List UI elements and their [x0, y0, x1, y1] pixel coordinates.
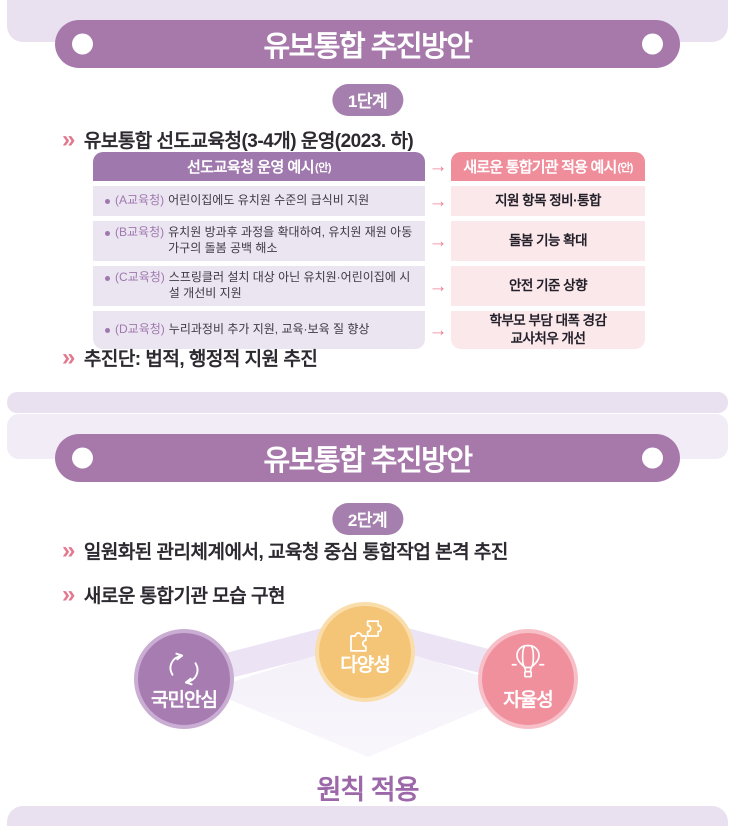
stage-badge-2: 2단계 — [331, 503, 404, 535]
hands-care-icon — [161, 646, 207, 698]
puzzle-icon — [344, 615, 386, 663]
row-result: 돌봄 기능 확대 — [451, 221, 645, 261]
page-title: 유보통합 추진방안 — [263, 445, 474, 477]
principle-label: 원칙 적용 — [316, 775, 420, 805]
right-column-header: 새로운 통합기관 적용 예시 (안) — [451, 152, 645, 181]
bullet-dot-icon — [105, 199, 110, 205]
value-label: 국민안심 — [151, 690, 218, 711]
row-result: 학부모 부담 대폭 경감 교사처우 개선 — [451, 311, 645, 349]
agency-label: (C교육청) — [115, 270, 165, 285]
arrow-right-icon — [429, 321, 448, 340]
bullet-line: 새로운 통합기관 모습 구현 — [62, 581, 286, 608]
lead-bullet-line: 유보통합 선도교육청(3-4개) 운영(2023. 하) — [62, 126, 414, 153]
divider-strip — [7, 392, 728, 413]
bullet-text: 새로운 통합기관 모습 구현 — [83, 586, 286, 607]
bullet-text: 일원화된 관리체계에서, 교육청 중심 통합작업 본격 추진 — [83, 542, 509, 563]
double-chevron-icon — [62, 346, 75, 370]
value-label: 자율성 — [503, 690, 553, 711]
double-chevron-icon — [62, 583, 75, 607]
arrow-right-icon — [429, 277, 448, 296]
agency-label: (B교육청) — [115, 225, 165, 240]
title-banner-stage2: 유보통합 추진방안 — [55, 434, 680, 482]
footer-band — [7, 806, 728, 826]
left-column-header: 선도교육청 운영 예시 (안) — [93, 152, 425, 181]
row-description: 유치원 방과후 과정을 확대하여, 유치원 재원 아동 가구의 돌봄 공백 해소 — [168, 225, 413, 255]
table-row: (C교육청) 스프링클러 설치 대상 아닌 유치원·어린이집에 시설 개선비 지… — [93, 266, 645, 306]
table-row: (B교육청) 유치원 방과후 과정을 확대하여, 유치원 재원 아동 가구의 돌… — [93, 221, 645, 261]
example-mapping-table: 선도교육청 운영 예시(안) 새로운 통합기관 적용 예시(안) (A교육청) … — [93, 152, 645, 349]
title-banner-stage1: 유보통합 추진방안 — [55, 20, 680, 68]
value-circle-trust: 국민안심 — [134, 629, 234, 729]
arrow-right-icon — [429, 157, 448, 176]
value-circle-diversity: 다양성 — [315, 602, 415, 702]
value-label: 다양성 — [340, 655, 390, 676]
double-chevron-icon — [62, 128, 75, 152]
banner-dot-icon — [72, 33, 93, 55]
bullet-line: 일원화된 관리체계에서, 교육청 중심 통합작업 본격 추진 — [62, 537, 509, 564]
banner-dot-icon — [642, 33, 663, 55]
bullet-dot-icon — [105, 276, 110, 282]
right-header-paren: (안) — [617, 161, 634, 174]
left-header-paren: (안) — [315, 161, 331, 174]
row-description: 어린이집에도 유치원 수준의 급식비 지원 — [168, 193, 370, 208]
row-result: 지원 항목 정비·통합 — [451, 186, 645, 216]
page-title: 유보통합 추진방안 — [263, 31, 474, 63]
row-result: 안전 기준 상향 — [451, 266, 645, 306]
table-row: (D교육청) 누리과정비 추가 지원, 교육·보육 질 향상 학부모 부담 대폭… — [93, 311, 645, 349]
hot-air-balloon-icon — [506, 640, 550, 690]
value-circle-autonomy: 자율성 — [478, 629, 578, 729]
table-row: (A교육청) 어린이집에도 유치원 수준의 급식비 지원 지원 항목 정비·통합 — [93, 186, 645, 216]
bullet-dot-icon — [105, 328, 110, 334]
left-header-text: 선도교육청 운영 예시 — [187, 159, 315, 176]
agency-label: (A교육청) — [115, 193, 165, 208]
double-chevron-icon — [62, 539, 75, 563]
banner-dot-icon — [642, 447, 663, 469]
right-header-text: 새로운 통합기관 적용 예시 — [463, 159, 617, 176]
table-header-row: 선도교육청 운영 예시(안) 새로운 통합기관 적용 예시(안) — [93, 152, 645, 181]
row-description: 스프링클러 설치 대상 아닌 유치원·어린이집에 시설 개선비 지원 — [168, 270, 411, 300]
arrow-right-icon — [429, 232, 448, 251]
stage-badge-1: 1단계 — [331, 84, 404, 116]
lead-bullet-text: 유보통합 선도교육청(3-4개) 운영(2023. 하) — [83, 131, 414, 152]
agency-label: (D교육청) — [115, 322, 165, 337]
row-description: 누리과정비 추가 지원, 교육·보육 질 향상 — [168, 322, 370, 337]
bullet-dot-icon — [105, 231, 110, 237]
arrow-right-icon — [429, 192, 448, 211]
closing-bullet-text: 추진단: 법적, 행정적 지원 추진 — [83, 349, 318, 370]
banner-dot-icon — [72, 447, 93, 469]
closing-bullet-line: 추진단: 법적, 행정적 지원 추진 — [62, 344, 318, 371]
